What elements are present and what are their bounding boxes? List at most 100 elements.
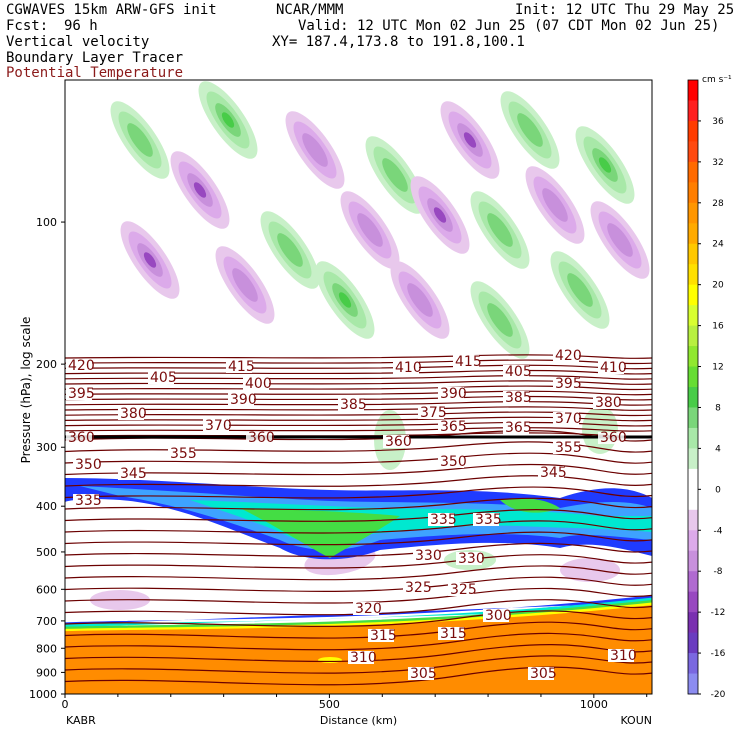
contour-label: 315 — [370, 628, 397, 644]
contour-label: 355 — [170, 446, 197, 462]
theta-contour — [65, 452, 652, 464]
colorbar-swatch — [688, 387, 698, 408]
contour-label: 305 — [530, 666, 557, 682]
x-tick-label: 500 — [319, 698, 340, 711]
colorbar-swatch — [688, 80, 698, 101]
tracer-plume — [500, 498, 560, 513]
theta-contour — [65, 621, 652, 639]
colorbar-swatch — [688, 427, 698, 449]
colorbar-swatch — [688, 100, 698, 122]
field-boundary-layer-tracer: Boundary Layer Tracer — [6, 50, 184, 66]
contour-label-bg — [73, 458, 99, 471]
contour-label-bg — [118, 467, 144, 480]
contour-label: 350 — [75, 457, 102, 473]
contour-label: 330 — [415, 548, 442, 564]
contour-label: 335 — [475, 512, 502, 528]
colorbar-swatch — [688, 182, 698, 204]
colorbar-tick-label: 32 — [712, 158, 723, 168]
contour-label-bg — [483, 609, 509, 622]
contour-label-bg — [348, 651, 374, 664]
theta-contour — [65, 531, 652, 546]
contour-label-bg — [553, 349, 579, 362]
theta-contour — [65, 416, 652, 422]
contour-label-bg — [553, 412, 579, 425]
colorbar-swatch — [688, 550, 698, 572]
plot-frame — [64, 79, 653, 695]
colorbar-swatch — [688, 305, 698, 327]
wave-core — [221, 112, 235, 128]
contour-label: 400 — [245, 376, 272, 392]
contour-label-bg — [118, 407, 144, 420]
colorbar-tick-label: 28 — [712, 199, 724, 209]
contour-label-bg — [438, 387, 464, 400]
theta-contour — [65, 610, 652, 628]
tracer-max — [318, 657, 342, 663]
forecast-label: Fcst: — [6, 18, 49, 34]
contour-label: 365 — [440, 419, 467, 435]
x-axis-label: Distance (km) — [320, 714, 397, 727]
x-end-station: KOUN — [620, 714, 652, 727]
contour-label-bg — [593, 396, 619, 409]
contour-label: 420 — [555, 348, 582, 364]
field-potential-temperature: Potential Temperature — [6, 65, 184, 81]
y-tick-label: 900 — [36, 666, 57, 679]
contour-label-bg — [538, 466, 564, 479]
contour-label: 335 — [430, 512, 457, 528]
colorbar-frame — [687, 79, 699, 695]
contour-label-bg — [438, 420, 464, 433]
wave-core — [598, 157, 612, 173]
contour-label-bg — [228, 393, 254, 406]
forecast-hours: 96 h — [64, 18, 98, 34]
tropopause-label: 360 — [68, 430, 95, 446]
y-tick-label: 800 — [36, 642, 57, 655]
wave-band — [277, 233, 303, 267]
model-title: CGWAVES 15km ARW-GFS init — [6, 2, 217, 18]
colorbar-swatch — [688, 264, 698, 286]
axes: 100 200 300 400 500 600 700 800 900 1000 0 500 1000 D… — [19, 216, 652, 727]
contour-label-bg — [528, 667, 554, 680]
colorbar-swatch — [688, 161, 698, 183]
theta-contour — [65, 427, 652, 432]
contour-label-bg — [368, 629, 394, 642]
colorbar-tick-label: 20 — [712, 281, 724, 291]
field-vertical-velocity: Vertical velocity — [6, 34, 150, 50]
contour-label-bg — [503, 421, 529, 434]
theta-contour — [65, 486, 652, 499]
theta-contour — [65, 463, 652, 476]
contour-label: 300 — [485, 608, 512, 624]
contour-label: 380 — [595, 395, 622, 411]
colorbar-tick-label: 0 — [715, 485, 721, 495]
colorbar-swatch — [688, 632, 698, 654]
contour-label: 415 — [228, 359, 255, 375]
contour-label: 360 — [385, 434, 412, 450]
theta-contour — [65, 385, 652, 391]
contour-label-bg — [553, 441, 579, 454]
contour-label: 385 — [340, 397, 367, 413]
wave-band — [127, 123, 153, 157]
theta-contour — [65, 599, 652, 616]
theta-contour — [65, 520, 652, 534]
contour-label: 325 — [450, 582, 477, 598]
x-tick-label: 0 — [62, 698, 69, 711]
contour-label: 415 — [455, 354, 482, 370]
wave-band — [407, 283, 433, 317]
colorbar-swatch — [688, 325, 698, 347]
colorbar-units: cm s⁻¹ — [702, 75, 732, 85]
contour-label-bg — [353, 602, 379, 615]
org-label: NCAR/MMM — [276, 2, 344, 18]
contour-label: 370 — [205, 418, 232, 434]
theta-contour — [65, 554, 652, 569]
colorbar-swatch — [688, 202, 698, 224]
theta-contour — [65, 421, 652, 427]
x-tick-label: 1000 — [580, 698, 608, 711]
colorbar-tick-label: 8 — [715, 403, 721, 413]
colorbar-tick-label: 4 — [715, 444, 721, 454]
contour-label-bg — [383, 435, 409, 448]
colorbar-tick-label: -16 — [711, 649, 726, 659]
colorbar-swatch — [688, 489, 698, 511]
contour-label: 355 — [555, 440, 582, 456]
contour-label-bg — [393, 361, 419, 374]
colorbar-tick-label: 16 — [712, 322, 724, 332]
theta-contour — [65, 565, 652, 581]
